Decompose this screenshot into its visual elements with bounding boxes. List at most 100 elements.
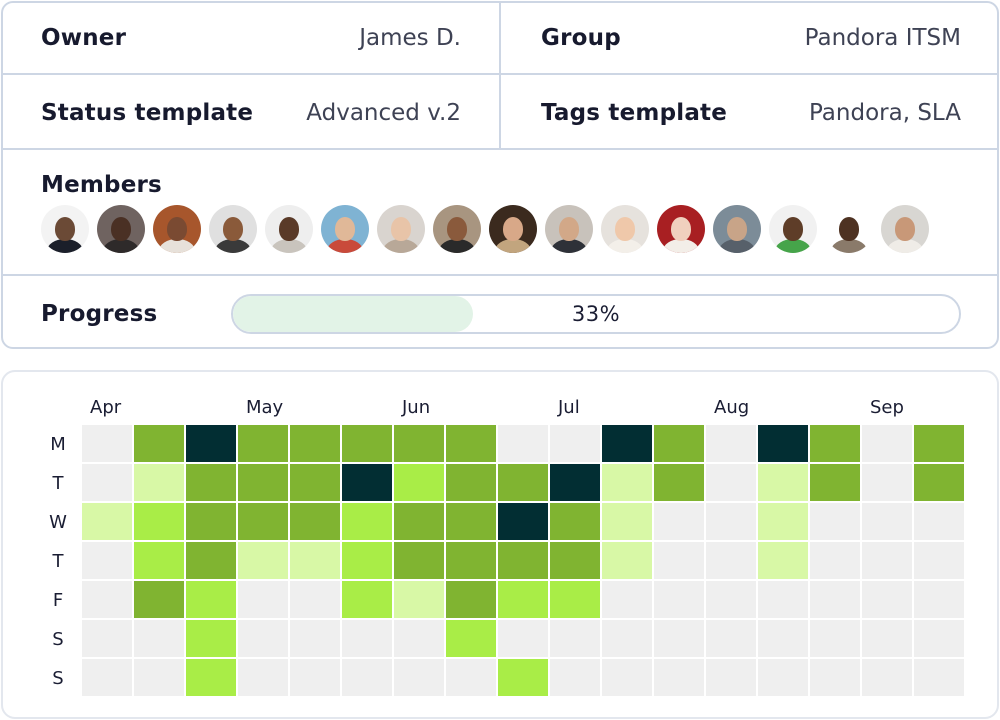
member-avatar[interactable]: [825, 205, 873, 253]
heatmap-cell[interactable]: [134, 542, 184, 579]
heatmap-cell[interactable]: [498, 503, 548, 540]
heatmap-cell[interactable]: [550, 620, 600, 657]
heatmap-cell[interactable]: [914, 542, 964, 579]
owner-value[interactable]: James D.: [359, 25, 461, 51]
heatmap-cell[interactable]: [550, 503, 600, 540]
heatmap-cell[interactable]: [810, 425, 860, 462]
heatmap-cell[interactable]: [602, 620, 652, 657]
heatmap-cell[interactable]: [602, 503, 652, 540]
heatmap-cell[interactable]: [810, 464, 860, 501]
heatmap-cell[interactable]: [238, 620, 288, 657]
heatmap-cell[interactable]: [342, 425, 392, 462]
heatmap-cell[interactable]: [498, 659, 548, 696]
heatmap-cell[interactable]: [602, 659, 652, 696]
member-avatar[interactable]: [377, 205, 425, 253]
heatmap-cell[interactable]: [186, 581, 236, 618]
heatmap-cell[interactable]: [862, 581, 912, 618]
heatmap-cell[interactable]: [810, 542, 860, 579]
heatmap-cell[interactable]: [810, 581, 860, 618]
heatmap-cell[interactable]: [82, 464, 132, 501]
member-avatar[interactable]: [321, 205, 369, 253]
heatmap-cell[interactable]: [862, 659, 912, 696]
heatmap-cell[interactable]: [914, 659, 964, 696]
heatmap-cell[interactable]: [602, 425, 652, 462]
heatmap-cell[interactable]: [290, 581, 340, 618]
group-value[interactable]: Pandora ITSM: [804, 25, 961, 51]
heatmap-cell[interactable]: [706, 542, 756, 579]
heatmap-cell[interactable]: [186, 425, 236, 462]
heatmap-cell[interactable]: [914, 425, 964, 462]
heatmap-cell[interactable]: [550, 581, 600, 618]
heatmap-cell[interactable]: [394, 659, 444, 696]
heatmap-cell[interactable]: [654, 620, 704, 657]
heatmap-cell[interactable]: [134, 581, 184, 618]
member-avatar[interactable]: [601, 205, 649, 253]
member-avatar[interactable]: [713, 205, 761, 253]
heatmap-cell[interactable]: [602, 464, 652, 501]
heatmap-cell[interactable]: [342, 542, 392, 579]
heatmap-cell[interactable]: [446, 620, 496, 657]
member-avatar[interactable]: [657, 205, 705, 253]
heatmap-cell[interactable]: [82, 659, 132, 696]
heatmap-cell[interactable]: [498, 581, 548, 618]
heatmap-cell[interactable]: [394, 620, 444, 657]
heatmap-cell[interactable]: [758, 425, 808, 462]
heatmap-cell[interactable]: [706, 581, 756, 618]
heatmap-cell[interactable]: [862, 464, 912, 501]
heatmap-cell[interactable]: [446, 659, 496, 696]
member-avatar[interactable]: [265, 205, 313, 253]
heatmap-cell[interactable]: [550, 464, 600, 501]
member-avatar[interactable]: [881, 205, 929, 253]
heatmap-cell[interactable]: [758, 581, 808, 618]
heatmap-cell[interactable]: [498, 620, 548, 657]
heatmap-cell[interactable]: [238, 542, 288, 579]
heatmap-cell[interactable]: [342, 464, 392, 501]
heatmap-cell[interactable]: [758, 542, 808, 579]
heatmap-cell[interactable]: [134, 503, 184, 540]
heatmap-cell[interactable]: [186, 620, 236, 657]
heatmap-cell[interactable]: [394, 464, 444, 501]
heatmap-cell[interactable]: [82, 425, 132, 462]
heatmap-cell[interactable]: [186, 503, 236, 540]
heatmap-cell[interactable]: [394, 425, 444, 462]
heatmap-cell[interactable]: [238, 503, 288, 540]
member-avatar[interactable]: [153, 205, 201, 253]
heatmap-cell[interactable]: [134, 659, 184, 696]
heatmap-cell[interactable]: [914, 503, 964, 540]
heatmap-cell[interactable]: [706, 659, 756, 696]
heatmap-cell[interactable]: [498, 425, 548, 462]
tags-template-value[interactable]: Pandora, SLA: [808, 99, 961, 126]
heatmap-cell[interactable]: [706, 503, 756, 540]
heatmap-cell[interactable]: [394, 542, 444, 579]
heatmap-cell[interactable]: [550, 542, 600, 579]
heatmap-cell[interactable]: [758, 503, 808, 540]
member-avatar[interactable]: [97, 205, 145, 253]
status-template-value[interactable]: Advanced v.2: [306, 99, 461, 126]
heatmap-cell[interactable]: [862, 620, 912, 657]
heatmap-cell[interactable]: [758, 620, 808, 657]
heatmap-cell[interactable]: [342, 503, 392, 540]
heatmap-cell[interactable]: [186, 464, 236, 501]
heatmap-cell[interactable]: [550, 659, 600, 696]
member-avatar[interactable]: [209, 205, 257, 253]
heatmap-cell[interactable]: [498, 542, 548, 579]
heatmap-cell[interactable]: [238, 581, 288, 618]
heatmap-cell[interactable]: [446, 581, 496, 618]
heatmap-cell[interactable]: [914, 464, 964, 501]
heatmap-cell[interactable]: [290, 542, 340, 579]
heatmap-cell[interactable]: [238, 425, 288, 462]
heatmap-cell[interactable]: [394, 503, 444, 540]
heatmap-cell[interactable]: [134, 620, 184, 657]
heatmap-cell[interactable]: [238, 464, 288, 501]
heatmap-cell[interactable]: [290, 464, 340, 501]
heatmap-cell[interactable]: [342, 620, 392, 657]
heatmap-cell[interactable]: [654, 503, 704, 540]
heatmap-cell[interactable]: [810, 659, 860, 696]
heatmap-cell[interactable]: [810, 503, 860, 540]
heatmap-cell[interactable]: [914, 620, 964, 657]
member-avatar[interactable]: [489, 205, 537, 253]
heatmap-cell[interactable]: [602, 542, 652, 579]
heatmap-cell[interactable]: [134, 425, 184, 462]
heatmap-cell[interactable]: [446, 542, 496, 579]
member-avatar[interactable]: [769, 205, 817, 253]
